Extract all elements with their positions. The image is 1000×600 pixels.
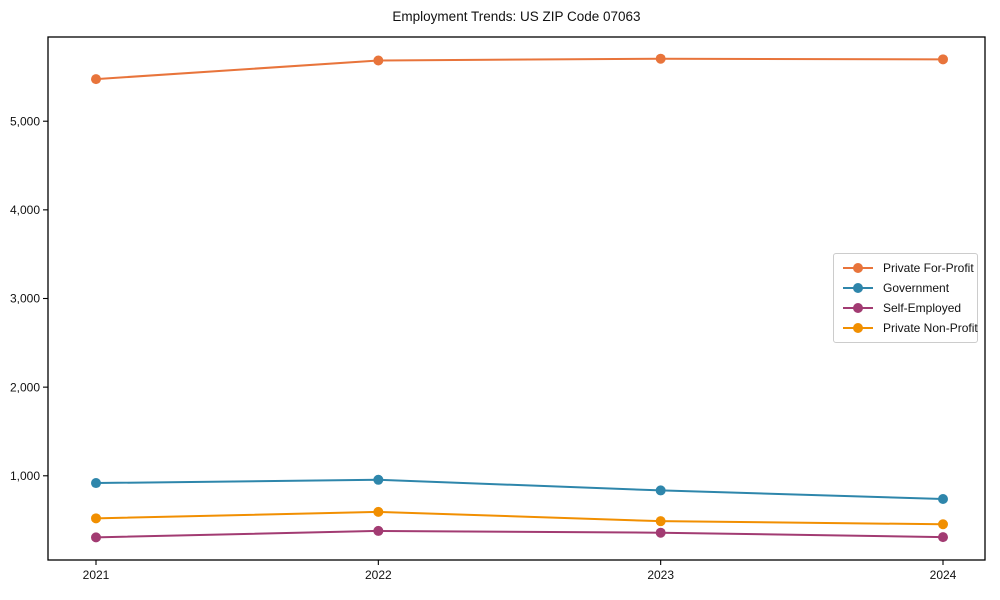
legend-label: Private Non-Profit (883, 321, 978, 335)
x-tick-label: 2022 (365, 568, 392, 582)
legend-label: Government (883, 281, 950, 295)
legend-item: Private Non-Profit (842, 318, 978, 338)
legend-item: Government (842, 278, 971, 298)
data-point-marker (938, 532, 948, 543)
y-tick-label: 3,000 (10, 292, 40, 306)
data-point-marker (91, 74, 101, 85)
legend-label: Self-Employed (883, 301, 962, 315)
y-tick-label: 2,000 (10, 380, 40, 394)
y-tick-label: 5,000 (10, 114, 40, 128)
data-point-marker (91, 478, 101, 489)
legend-label: Private For-Profit (883, 261, 974, 275)
data-point-marker (373, 474, 384, 485)
series-line (95, 57, 944, 81)
data-point-marker (938, 54, 948, 65)
series-line (95, 529, 944, 539)
line-marker-icon (843, 303, 873, 313)
line-marker-icon (843, 323, 873, 333)
legend-item: Self-Employed (842, 298, 971, 318)
series-line (95, 478, 944, 501)
data-point-marker (373, 506, 384, 517)
data-point-marker (938, 494, 948, 505)
data-point-marker (91, 532, 101, 543)
y-tick-label: 1,000 (10, 469, 40, 483)
data-point-marker (655, 527, 666, 538)
data-point-marker (655, 53, 666, 64)
legend-item: Private For-Profit (842, 258, 974, 278)
data-point-marker (373, 525, 384, 536)
data-point-marker (373, 55, 384, 66)
data-point-marker (655, 485, 666, 496)
chart-title: Employment Trends: US ZIP Code 07063 (392, 9, 641, 24)
series-line (95, 510, 944, 526)
x-tick-label: 2024 (930, 568, 957, 582)
line-marker-icon (843, 263, 873, 273)
data-point-marker (655, 516, 666, 527)
data-point-marker (938, 519, 948, 530)
legend: Private For-Profit Government Self-Emplo… (833, 253, 978, 343)
data-point-marker (91, 513, 101, 524)
y-tick-label: 4,000 (10, 203, 40, 217)
x-tick-label: 2023 (647, 568, 674, 582)
line-marker-icon (843, 283, 873, 293)
x-tick-label: 2021 (83, 568, 110, 582)
